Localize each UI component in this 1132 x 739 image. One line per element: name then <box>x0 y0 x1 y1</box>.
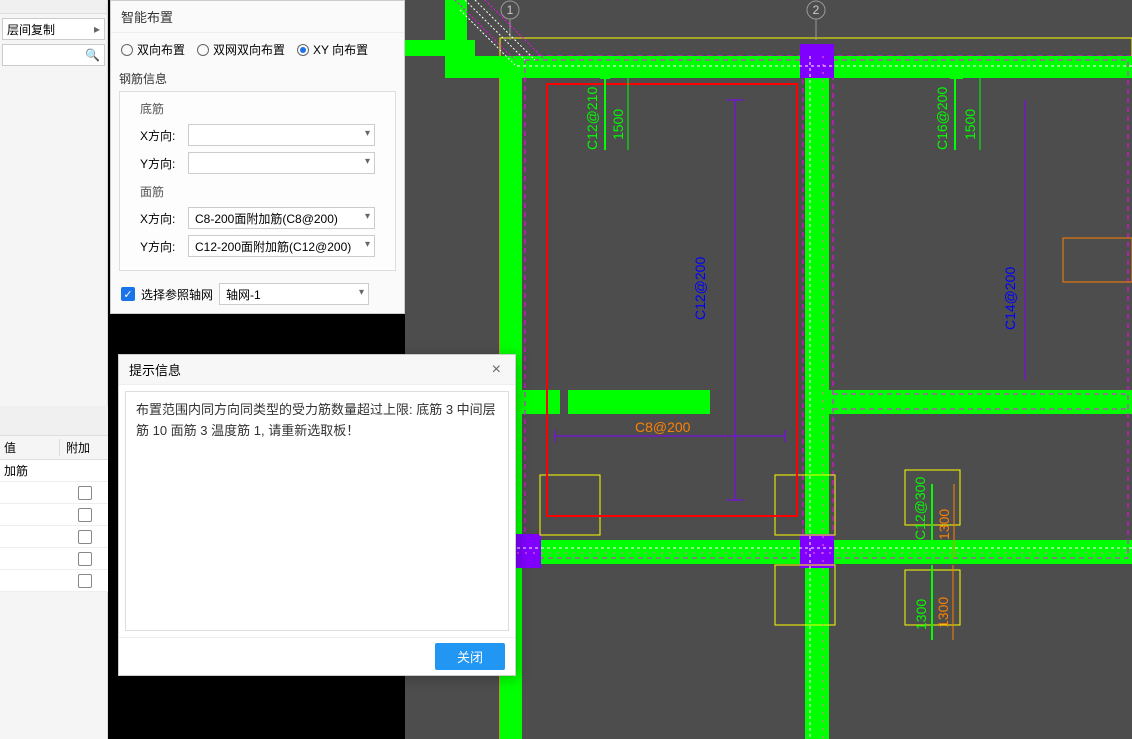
svg-text:C12@300: C12@300 <box>912 477 928 540</box>
radio-icon <box>121 44 133 56</box>
table-row: 加筋 <box>0 460 108 482</box>
dialog-body: 布置范围内同方向同类型的受力筋数量超过上限: 底筋 3 中间层筋 10 面筋 3… <box>125 391 509 631</box>
radio-icon <box>297 44 309 56</box>
table-row <box>0 504 108 526</box>
table-top-strip <box>0 406 108 436</box>
panel-title: 智能布置 <box>111 1 404 33</box>
svg-text:C8@200: C8@200 <box>635 419 691 435</box>
table-row <box>0 548 108 570</box>
ref-grid-label: 选择参照轴网 <box>141 286 213 303</box>
top-x-input[interactable]: C8-200面附加筋(C8@200) ▾ <box>188 207 375 229</box>
top-rebar-label: 面筋 <box>128 177 387 204</box>
message-dialog: 提示信息 × 布置范围内同方向同类型的受力筋数量超过上限: 底筋 3 中间层筋 … <box>118 354 516 676</box>
dialog-footer: 关闭 <box>119 637 515 675</box>
checkbox[interactable] <box>78 486 92 500</box>
y-dir-label: Y方向: <box>140 155 182 172</box>
radio-label: 双向布置 <box>137 41 185 58</box>
ref-grid-value: 轴网-1 <box>226 286 261 303</box>
table-header-row: 值 附加 <box>0 436 108 460</box>
ref-grid-checkbox[interactable]: ✓ <box>121 287 135 301</box>
table-row <box>0 482 108 504</box>
rebar-info-title: 钢筋信息 <box>111 70 404 87</box>
radio-bidir[interactable]: 双向布置 <box>121 41 185 58</box>
radio-label: 双网双向布置 <box>213 41 285 58</box>
top-x-value: C8-200面附加筋(C8@200) <box>195 210 338 227</box>
table-header-value: 值 <box>0 439 60 456</box>
caret-icon: ▾ <box>365 156 370 167</box>
table-cell-label: 加筋 <box>4 462 28 479</box>
bottom-y-input[interactable]: ▾ <box>188 152 375 174</box>
table-row <box>0 526 108 548</box>
table-header-extra: 附加 <box>60 439 108 456</box>
svg-text:2: 2 <box>813 3 820 17</box>
sidebar-search-input[interactable]: 🔍 <box>2 44 105 66</box>
dialog-header[interactable]: 提示信息 × <box>119 355 515 385</box>
svg-text:C12@200: C12@200 <box>692 257 708 320</box>
x-dir-label: X方向: <box>140 127 182 144</box>
caret-icon: ▾ <box>365 211 370 222</box>
table-row <box>0 570 108 592</box>
checkbox[interactable] <box>78 574 92 588</box>
caret-icon: ▾ <box>365 128 370 139</box>
top-y-value: C12-200面附加筋(C12@200) <box>195 238 351 255</box>
sidebar-top-strip <box>0 0 107 14</box>
close-button[interactable]: 关闭 <box>435 643 505 670</box>
top-y-input[interactable]: C12-200面附加筋(C12@200) ▾ <box>188 235 375 257</box>
ref-grid-select[interactable]: 轴网-1 ▾ <box>219 283 369 305</box>
x-dir-label: X方向: <box>140 210 182 227</box>
smart-layout-panel: 智能布置 双向布置 双网双向布置 XY 向布置 钢筋信息 底筋 X方向: ▾ Y… <box>110 0 405 314</box>
checkbox[interactable] <box>78 508 92 522</box>
radio-dual-net[interactable]: 双网双向布置 <box>197 41 285 58</box>
y-dir-label: Y方向: <box>140 238 182 255</box>
layer-copy-dropdown[interactable]: 层间复制 ▸ <box>2 18 105 40</box>
svg-text:1300: 1300 <box>913 599 929 630</box>
caret-icon: ▾ <box>365 239 370 250</box>
close-icon[interactable]: × <box>488 361 505 379</box>
checkbox[interactable] <box>78 552 92 566</box>
bottom-x-input[interactable]: ▾ <box>188 124 375 146</box>
left-sidebar: 层间复制 ▸ 🔍 <box>0 0 108 739</box>
radio-icon <box>197 44 209 56</box>
chevron-icon: ▸ <box>94 22 100 36</box>
svg-text:1500: 1500 <box>962 109 978 140</box>
radio-xy[interactable]: XY 向布置 <box>297 41 368 58</box>
rebar-group: 底筋 X方向: ▾ Y方向: ▾ 面筋 X方向: C8-200面附加筋(C8@2… <box>119 91 396 271</box>
svg-text:1300: 1300 <box>936 509 952 540</box>
svg-text:1500: 1500 <box>610 109 626 140</box>
svg-text:1300: 1300 <box>935 597 951 628</box>
bottom-rebar-label: 底筋 <box>128 94 387 121</box>
layout-mode-radios: 双向布置 双网双向布置 XY 向布置 <box>111 33 404 66</box>
layer-copy-label: 层间复制 <box>7 21 55 38</box>
svg-text:C14@200: C14@200 <box>1002 267 1018 330</box>
caret-icon: ▾ <box>359 287 364 298</box>
dialog-title: 提示信息 <box>129 360 488 379</box>
checkbox[interactable] <box>78 530 92 544</box>
svg-text:C16@200: C16@200 <box>934 87 950 150</box>
svg-text:C12@210: C12@210 <box>584 87 600 150</box>
sidebar-table: 值 附加 加筋 <box>0 406 108 592</box>
svg-text:1: 1 <box>507 3 514 17</box>
search-icon: 🔍 <box>85 48 100 62</box>
reference-grid-row: ✓ 选择参照轴网 轴网-1 ▾ <box>111 275 404 313</box>
radio-label: XY 向布置 <box>313 41 368 58</box>
